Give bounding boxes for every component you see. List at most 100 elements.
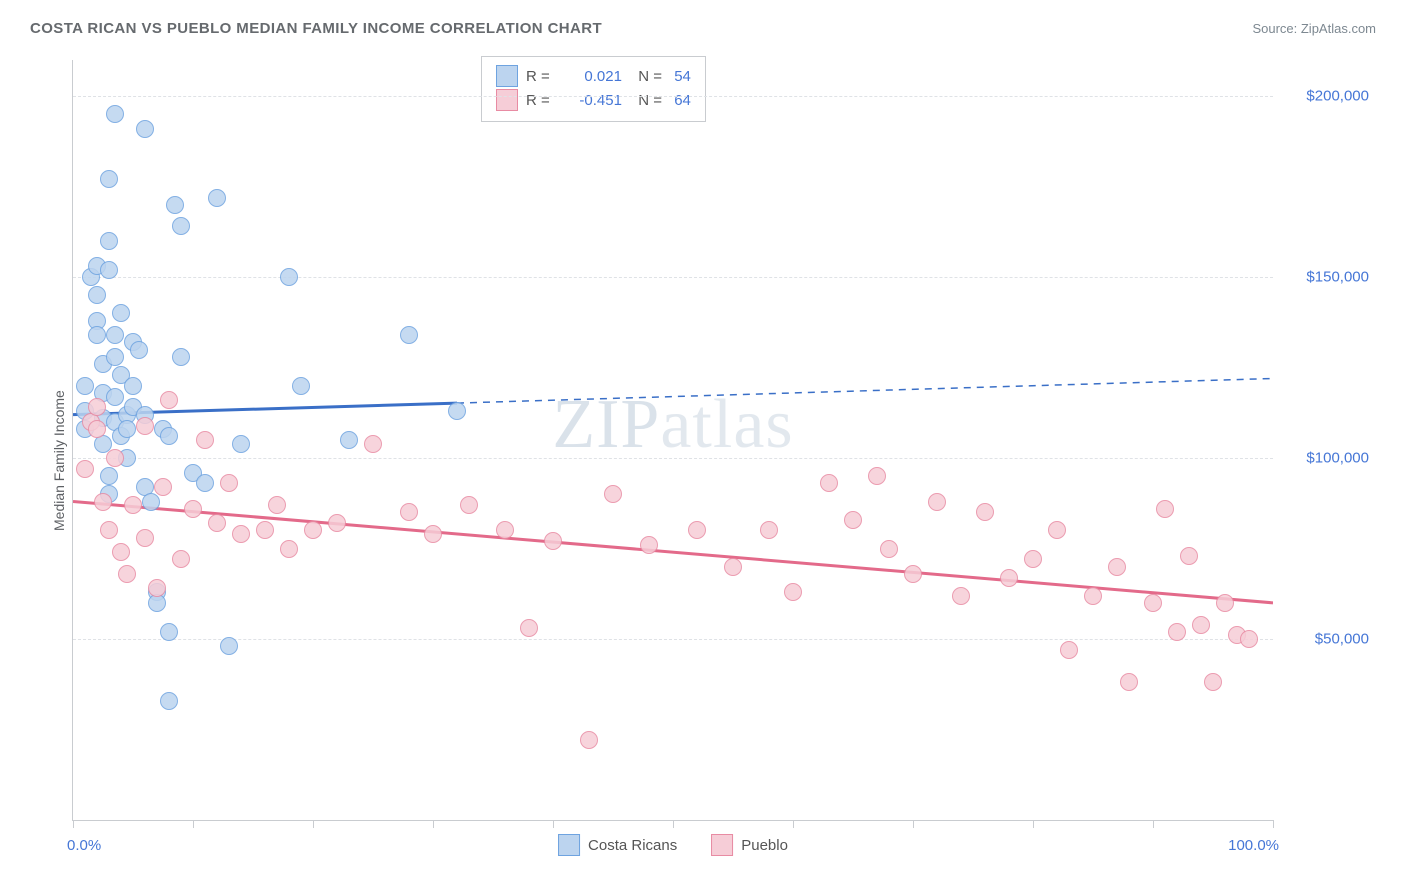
data-point (208, 189, 226, 207)
chart-title: COSTA RICAN VS PUEBLO MEDIAN FAMILY INCO… (30, 20, 602, 37)
data-point (106, 388, 124, 406)
data-point (172, 348, 190, 366)
n-label: N = (630, 92, 666, 109)
data-point (928, 493, 946, 511)
legend-swatch (496, 89, 518, 111)
data-point (724, 558, 742, 576)
data-point (100, 521, 118, 539)
data-point (76, 377, 94, 395)
data-point (136, 417, 154, 435)
data-point (106, 449, 124, 467)
x-tick (1033, 820, 1034, 828)
x-tick (1273, 820, 1274, 828)
data-point (400, 326, 418, 344)
data-point (136, 529, 154, 547)
data-point (148, 579, 166, 597)
data-point (688, 521, 706, 539)
series-legend: Costa Ricans Pueblo (558, 834, 788, 856)
y-tick-label: $100,000 (1279, 450, 1369, 467)
data-point (1216, 594, 1234, 612)
legend-item: Costa Ricans (558, 834, 677, 856)
plot-area: ZIPatlas R = 0.021 N = 54R = -0.451 N = … (72, 60, 1273, 821)
data-point (208, 514, 226, 532)
data-point (304, 521, 322, 539)
data-point (196, 431, 214, 449)
x-axis-min-label: 0.0% (67, 837, 101, 854)
x-tick (913, 820, 914, 828)
data-point (544, 532, 562, 550)
data-point (220, 637, 238, 655)
data-point (76, 460, 94, 478)
y-tick-label: $50,000 (1279, 631, 1369, 648)
data-point (160, 623, 178, 641)
r-label: R = (526, 92, 554, 109)
data-point (100, 232, 118, 250)
data-point (94, 493, 112, 511)
x-tick (313, 820, 314, 828)
data-point (784, 583, 802, 601)
n-value: 54 (674, 68, 691, 85)
x-tick (793, 820, 794, 828)
data-point (340, 431, 358, 449)
data-point (1144, 594, 1162, 612)
legend-swatch (496, 65, 518, 87)
trend-line-dashed (457, 378, 1273, 403)
title-row: COSTA RICAN VS PUEBLO MEDIAN FAMILY INCO… (20, 20, 1386, 43)
data-point (1156, 500, 1174, 518)
data-point (952, 587, 970, 605)
data-point (496, 521, 514, 539)
data-point (1024, 550, 1042, 568)
data-point (256, 521, 274, 539)
data-point (904, 565, 922, 583)
y-tick-label: $150,000 (1279, 269, 1369, 286)
x-tick (433, 820, 434, 828)
data-point (976, 503, 994, 521)
x-tick (1153, 820, 1154, 828)
y-tick-label: $200,000 (1279, 88, 1369, 105)
gridline-h (73, 96, 1273, 97)
data-point (220, 474, 238, 492)
data-point (232, 525, 250, 543)
data-point (232, 435, 250, 453)
data-point (292, 377, 310, 395)
data-point (1168, 623, 1186, 641)
legend-label: Costa Ricans (588, 837, 677, 854)
data-point (118, 420, 136, 438)
data-point (868, 467, 886, 485)
data-point (106, 326, 124, 344)
data-point (520, 619, 538, 637)
data-point (184, 500, 202, 518)
data-point (130, 341, 148, 359)
r-label: R = (526, 68, 554, 85)
legend-swatch (558, 834, 580, 856)
data-point (88, 420, 106, 438)
data-point (160, 692, 178, 710)
data-point (100, 170, 118, 188)
chart-container: COSTA RICAN VS PUEBLO MEDIAN FAMILY INCO… (20, 20, 1386, 872)
data-point (160, 427, 178, 445)
data-point (880, 540, 898, 558)
data-point (844, 511, 862, 529)
data-point (160, 391, 178, 409)
data-point (328, 514, 346, 532)
data-point (1000, 569, 1018, 587)
y-axis-title: Median Family Income (51, 390, 67, 531)
x-tick (73, 820, 74, 828)
data-point (1048, 521, 1066, 539)
data-point (124, 377, 142, 395)
trend-lines-layer (73, 60, 1273, 820)
data-point (100, 467, 118, 485)
data-point (364, 435, 382, 453)
data-point (580, 731, 598, 749)
data-point (136, 120, 154, 138)
data-point (106, 105, 124, 123)
data-point (460, 496, 478, 514)
data-point (268, 496, 286, 514)
legend-label: Pueblo (741, 837, 788, 854)
data-point (760, 521, 778, 539)
data-point (820, 474, 838, 492)
gridline-h (73, 639, 1273, 640)
data-point (88, 286, 106, 304)
n-value: 64 (674, 92, 691, 109)
data-point (280, 540, 298, 558)
